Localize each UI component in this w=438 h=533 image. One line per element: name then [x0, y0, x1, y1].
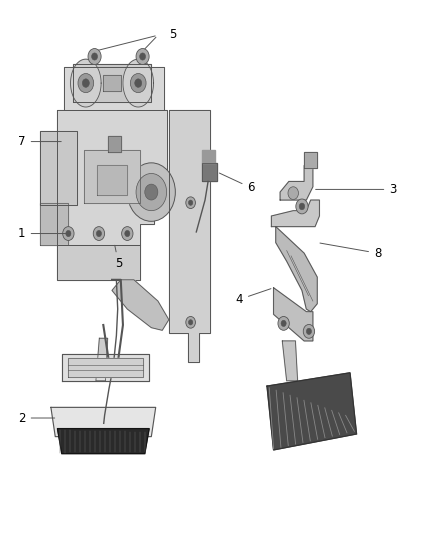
Polygon shape — [276, 227, 317, 312]
Polygon shape — [40, 131, 77, 205]
Circle shape — [127, 163, 175, 221]
Circle shape — [82, 79, 89, 87]
Polygon shape — [64, 67, 164, 110]
Polygon shape — [272, 200, 319, 227]
Text: 2: 2 — [18, 411, 55, 424]
Circle shape — [186, 317, 195, 328]
Polygon shape — [267, 373, 357, 450]
Circle shape — [281, 320, 286, 327]
Text: 1: 1 — [18, 227, 66, 240]
Polygon shape — [62, 354, 149, 381]
Polygon shape — [57, 245, 141, 280]
Text: 7: 7 — [18, 135, 61, 148]
Polygon shape — [73, 64, 151, 102]
Circle shape — [186, 197, 195, 208]
Circle shape — [136, 49, 149, 64]
Polygon shape — [51, 407, 155, 437]
Circle shape — [188, 320, 193, 325]
Polygon shape — [112, 280, 169, 330]
Circle shape — [63, 227, 74, 240]
Circle shape — [136, 173, 166, 211]
Polygon shape — [169, 110, 210, 362]
Circle shape — [135, 79, 142, 87]
Circle shape — [303, 325, 314, 338]
Circle shape — [93, 227, 105, 240]
Text: 4: 4 — [236, 289, 271, 306]
Circle shape — [66, 230, 71, 237]
Circle shape — [131, 74, 146, 93]
Text: 3: 3 — [316, 183, 397, 196]
Polygon shape — [57, 429, 149, 454]
Polygon shape — [71, 59, 101, 107]
Circle shape — [188, 200, 193, 205]
Polygon shape — [103, 75, 121, 91]
Polygon shape — [96, 338, 108, 381]
Polygon shape — [280, 165, 313, 200]
Text: 5: 5 — [169, 28, 176, 41]
Polygon shape — [68, 359, 143, 376]
Circle shape — [307, 328, 311, 335]
Circle shape — [278, 317, 289, 330]
Circle shape — [140, 53, 145, 60]
Polygon shape — [201, 163, 217, 181]
Circle shape — [122, 227, 133, 240]
Text: 8: 8 — [320, 243, 381, 260]
Circle shape — [92, 53, 98, 60]
Circle shape — [88, 49, 101, 64]
Circle shape — [288, 187, 298, 199]
Polygon shape — [283, 341, 297, 381]
Circle shape — [145, 184, 158, 200]
Circle shape — [125, 230, 130, 237]
Polygon shape — [123, 59, 153, 107]
Circle shape — [299, 203, 305, 210]
Circle shape — [78, 74, 94, 93]
Polygon shape — [108, 136, 121, 152]
Polygon shape — [97, 165, 127, 195]
Polygon shape — [274, 288, 313, 341]
Polygon shape — [84, 150, 141, 203]
Text: 6: 6 — [219, 173, 255, 195]
Polygon shape — [40, 203, 68, 245]
Polygon shape — [304, 152, 317, 168]
Circle shape — [96, 230, 102, 237]
Circle shape — [296, 199, 308, 214]
Polygon shape — [201, 150, 215, 163]
Polygon shape — [57, 110, 166, 245]
Text: 5: 5 — [115, 245, 122, 270]
